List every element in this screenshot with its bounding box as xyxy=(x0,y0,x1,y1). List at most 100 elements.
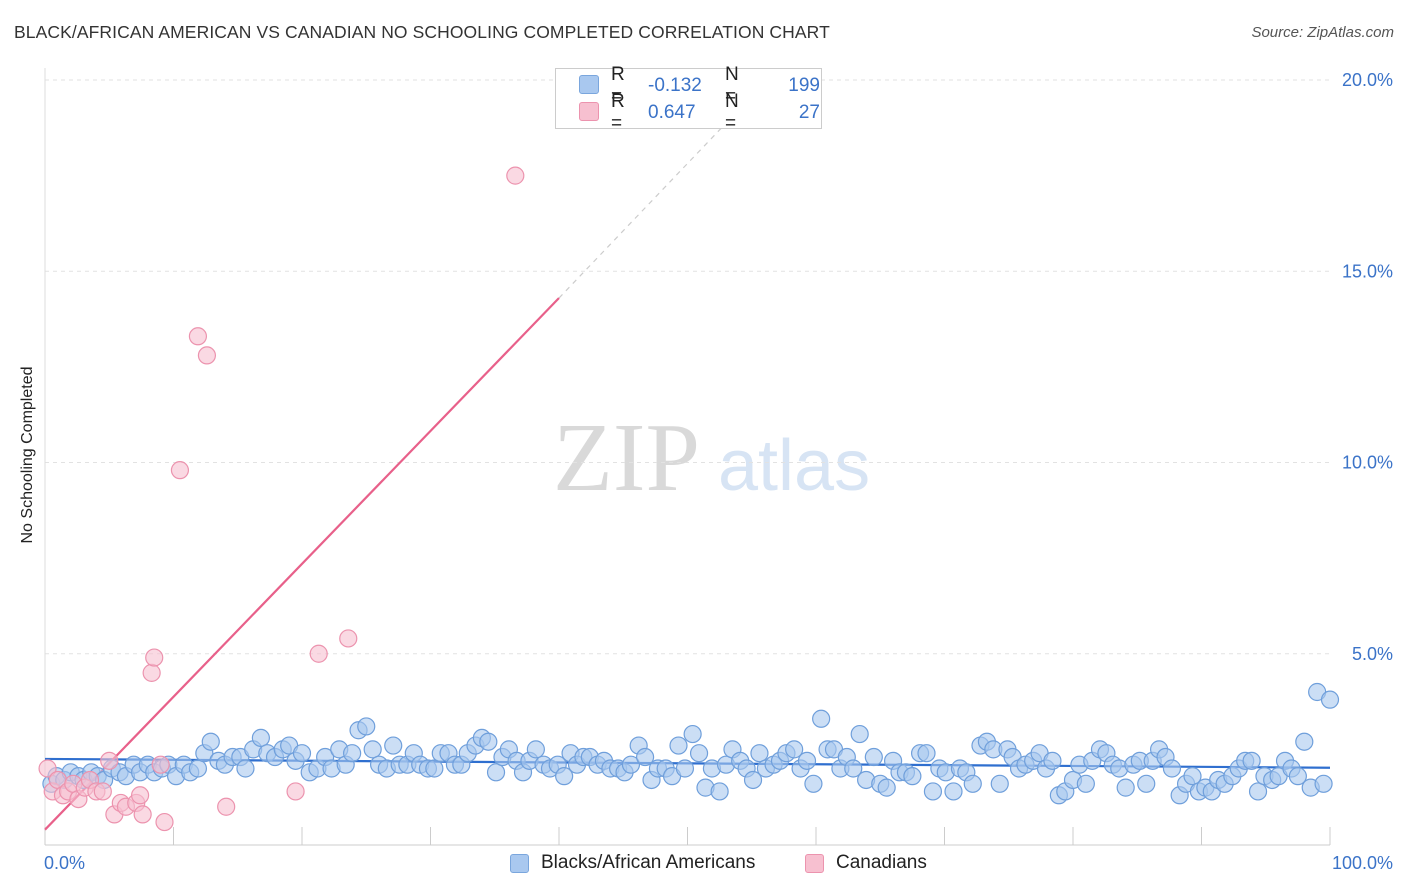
data-point xyxy=(384,736,403,755)
n-value: 199 xyxy=(788,75,820,96)
data-point xyxy=(689,744,709,763)
r-value: 0.647 xyxy=(648,102,696,123)
data-point xyxy=(635,747,655,767)
legend-item-canadians[interactable]: Canadians xyxy=(805,851,927,875)
blacks-swatch xyxy=(579,75,599,94)
canadians-trend-line xyxy=(44,297,560,831)
data-point xyxy=(1183,767,1202,786)
data-point xyxy=(923,782,943,801)
data-point xyxy=(917,744,936,763)
r-value: -0.132 xyxy=(648,75,702,96)
y-axis-ticks: 5.0% 10.0% 15.0% 20.0% xyxy=(1342,70,1393,664)
data-point xyxy=(170,461,190,480)
data-point xyxy=(1295,732,1314,751)
data-point xyxy=(100,751,119,770)
watermark-atlas: atlas xyxy=(718,426,870,506)
data-point xyxy=(486,763,506,782)
legend-item-blacks[interactable]: Blacks/African Americans xyxy=(510,851,755,875)
n-label: N = xyxy=(725,64,739,107)
r-label: R = xyxy=(611,91,625,134)
data-point xyxy=(479,732,498,751)
legend-label-canadians: Canadians xyxy=(836,852,927,873)
data-point xyxy=(363,740,382,759)
data-point xyxy=(944,782,963,801)
data-point xyxy=(1043,751,1062,770)
data-point xyxy=(750,744,769,763)
legend-swatch-blacks xyxy=(510,853,529,873)
data-point xyxy=(526,740,545,759)
data-point xyxy=(1314,774,1333,793)
data-point xyxy=(251,728,270,748)
data-point xyxy=(1242,751,1261,770)
data-point xyxy=(1137,774,1156,793)
data-point xyxy=(217,797,236,816)
data-point xyxy=(864,747,883,767)
data-point xyxy=(93,782,112,801)
data-point xyxy=(812,709,831,728)
data-point xyxy=(797,751,817,770)
legend-swatch-canadians xyxy=(805,853,824,873)
data-point xyxy=(343,744,362,763)
data-point xyxy=(683,724,702,744)
data-point xyxy=(1248,782,1268,801)
data-point xyxy=(850,724,869,744)
data-point xyxy=(145,648,164,667)
x-tick-label-end: 100.0% xyxy=(1332,853,1393,873)
data-point xyxy=(133,805,152,824)
data-point xyxy=(425,759,444,778)
data-point xyxy=(1288,767,1307,786)
data-point xyxy=(785,740,804,759)
y-tick-label: 20.0% xyxy=(1342,70,1393,90)
y-tick-label: 10.0% xyxy=(1342,453,1393,473)
data-point xyxy=(903,767,922,786)
source-credit: Source: ZipAtlas.com xyxy=(1251,24,1394,41)
data-point xyxy=(236,759,255,778)
x-axis: 0.0% 100.0% xyxy=(44,827,1393,873)
data-point xyxy=(357,717,376,736)
data-point xyxy=(990,774,1009,793)
data-point xyxy=(675,759,695,778)
data-point xyxy=(188,759,208,778)
chart-title: BLACK/AFRICAN AMERICAN VS CANADIAN NO SC… xyxy=(14,22,830,42)
data-point xyxy=(1320,690,1340,709)
series-blacks-african-americans xyxy=(42,682,1340,805)
series-canadians xyxy=(38,166,525,832)
data-point xyxy=(710,782,729,801)
data-point xyxy=(963,774,982,793)
legend-label-blacks: Blacks/African Americans xyxy=(541,852,756,873)
data-point xyxy=(804,774,823,793)
data-point xyxy=(155,812,174,832)
data-point xyxy=(877,778,896,797)
data-point xyxy=(1076,774,1095,793)
data-point xyxy=(286,782,305,801)
n-value: 27 xyxy=(798,102,820,123)
n-label: N = xyxy=(725,91,739,134)
data-point xyxy=(339,629,358,648)
watermark-zip: ZIP xyxy=(553,404,700,512)
data-point xyxy=(743,770,763,790)
data-point xyxy=(309,644,328,663)
data-point xyxy=(188,327,208,346)
data-point xyxy=(201,732,220,751)
data-point xyxy=(197,346,217,365)
data-point xyxy=(669,736,688,755)
data-point xyxy=(38,759,57,778)
data-point xyxy=(130,786,150,805)
y-tick-label: 5.0% xyxy=(1352,644,1393,664)
data-point xyxy=(1116,778,1135,797)
data-point xyxy=(555,767,574,786)
data-point xyxy=(621,755,641,774)
r-label: R = xyxy=(611,64,625,107)
data-point xyxy=(844,759,863,778)
data-point xyxy=(142,663,161,682)
y-tick-label: 15.0% xyxy=(1342,261,1393,281)
data-point xyxy=(506,166,525,185)
data-point xyxy=(292,744,312,763)
canadians-swatch xyxy=(579,102,599,121)
x-tick-label-start: 0.0% xyxy=(44,853,85,873)
correlation-stats-box: R = -0.132 N = 199 R = 0.647 N = 27 xyxy=(555,64,822,134)
data-point xyxy=(151,755,170,774)
data-point xyxy=(1162,759,1182,778)
canadians-trend-extension xyxy=(558,102,746,299)
